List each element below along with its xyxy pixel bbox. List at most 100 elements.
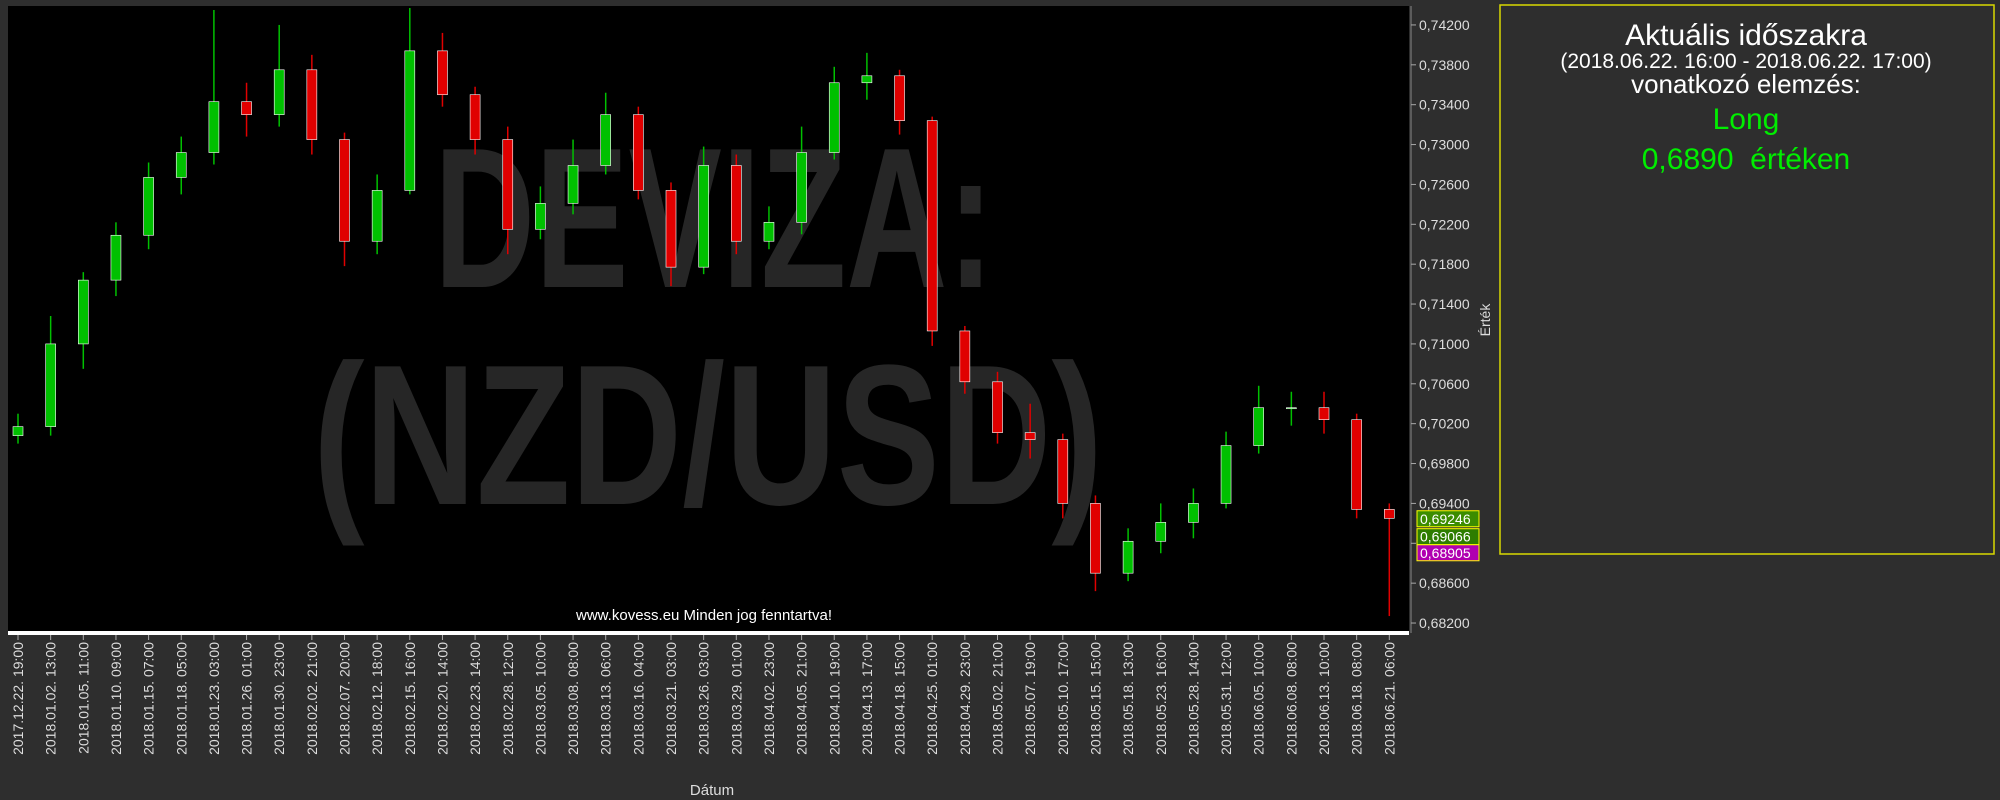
candle-body	[1122, 540, 1134, 574]
x-tick-label: 2018.06.05. 10:00	[1251, 642, 1267, 755]
x-tick-label: 2018.03.29. 01:00	[728, 642, 744, 755]
candle-body	[175, 152, 187, 178]
x-tick-label: 2018.06.13. 10:00	[1316, 642, 1332, 755]
x-tick-label: 2017.12.22. 19:00	[10, 642, 26, 755]
candle-body	[502, 139, 514, 230]
candle-body	[600, 114, 612, 166]
y-tick-label: 0,72600	[1419, 176, 1470, 192]
x-tick-label: 2018.05.10. 17:00	[1055, 642, 1071, 755]
x-tick-label: 2018.03.13. 06:00	[598, 642, 614, 755]
price-tag	[1416, 544, 1480, 562]
candle-body	[1351, 419, 1362, 510]
y-tick-label: 0,73800	[1419, 57, 1470, 73]
x-tick-label: 2018.06.08. 08:00	[1283, 642, 1299, 755]
y-tick-label: 0,73000	[1419, 137, 1470, 153]
x-tick-label: 2018.04.29. 23:00	[957, 642, 973, 755]
candle-body	[208, 101, 220, 153]
candle-body	[535, 203, 546, 230]
x-tick-label: 2018.01.02. 13:00	[43, 642, 59, 755]
candle-body	[567, 165, 579, 204]
candle-body	[1090, 503, 1101, 574]
analysis-panel	[1499, 4, 1995, 555]
x-tick-label: 2018.04.18. 15:00	[892, 642, 908, 755]
y-tick-label: 0,71400	[1419, 296, 1470, 312]
x-tick-label: 2018.04.13. 17:00	[859, 642, 875, 755]
y-tick-label: 0,70200	[1419, 416, 1470, 432]
candle-body	[45, 343, 56, 427]
y-tick-label: 0,73400	[1419, 97, 1470, 113]
candle-body	[1155, 522, 1167, 542]
candle-body	[894, 75, 905, 121]
candle-body	[1220, 445, 1232, 504]
candle-body	[12, 426, 24, 436]
x-tick-label: 2018.02.07. 20:00	[337, 642, 353, 755]
x-tick-label: 2018.03.21. 03:00	[663, 642, 679, 755]
price-tag-label: 0,69066	[1420, 529, 1471, 545]
candle-body	[730, 165, 742, 242]
y-tick-label: 0,68600	[1419, 575, 1470, 591]
candle-body	[1286, 407, 1297, 410]
candle-body	[78, 279, 89, 345]
y-tick-label: 0,69800	[1419, 456, 1470, 472]
price-tag	[1416, 510, 1480, 528]
x-tick-label: 2018.02.15. 16:00	[402, 642, 418, 755]
x-tick-label: 2018.05.31. 12:00	[1218, 642, 1234, 755]
x-tick-label: 2018.02.02. 21:00	[304, 642, 320, 755]
candle-body	[828, 82, 840, 153]
candle-body	[1253, 407, 1264, 446]
y-tick-label: 0,68200	[1419, 615, 1470, 631]
candle-body	[306, 69, 318, 140]
panel-subtitle: vonatkozó elemzés:	[1631, 69, 1861, 99]
candle-body	[339, 139, 350, 242]
x-tick-label: 2018.03.16. 04:00	[630, 642, 646, 755]
candle-body	[1024, 432, 1036, 440]
footer: www.kovess.eu Minden jog fenntartva!	[575, 607, 832, 624]
x-tick-label: 2018.05.15. 15:00	[1087, 642, 1103, 755]
panel-level: 0,6890 értéken	[1642, 143, 1851, 176]
candle-body	[469, 94, 481, 140]
x-tick-label: 2018.03.05. 10:00	[532, 642, 548, 755]
panel-period: (2018.06.22. 16:00 - 2018.06.22. 17:00)	[1560, 50, 1931, 73]
x-tick-label: 2018.02.28. 12:00	[500, 642, 516, 755]
candle-body	[1384, 509, 1395, 519]
y-tick-label: 0,72200	[1419, 216, 1470, 232]
candle-body	[796, 152, 807, 223]
x-tick-label: 2018.04.25. 01:00	[924, 642, 940, 755]
x-tick-label: 2018.02.20. 14:00	[434, 642, 450, 755]
price-tag-label: 0,68905	[1420, 545, 1471, 561]
x-tick-label: 2018.03.26. 03:00	[696, 642, 712, 755]
x-tick-label: 2018.02.23. 14:00	[467, 642, 483, 755]
panel-signal: Long	[1713, 103, 1780, 136]
y-tick-label: 0,71000	[1419, 336, 1470, 352]
x-tick-label: 2018.02.12. 18:00	[369, 642, 385, 755]
x-tick-label: 2018.04.02. 23:00	[761, 642, 777, 755]
candle-body	[861, 75, 873, 84]
y-tick-label: 0,74200	[1419, 17, 1470, 33]
x-tick-label: 2018.01.05. 11:00	[75, 642, 91, 754]
candle-body	[371, 190, 383, 242]
x-tick-label: 2018.01.23. 03:00	[206, 642, 222, 755]
x-tick-label: 2018.05.28. 14:00	[1185, 642, 1201, 755]
x-tick-label: 2018.01.30. 23:00	[271, 642, 287, 755]
candle-body	[1318, 407, 1330, 420]
x-tick-label: 2018.01.10. 09:00	[108, 642, 124, 755]
x-tick-label: 2018.03.08. 08:00	[565, 642, 581, 755]
y-tick-label: 0,69400	[1419, 495, 1470, 511]
x-tick-label: 2018.01.15. 07:00	[141, 642, 157, 755]
x-tick-label: 2018.05.18. 13:00	[1120, 642, 1136, 755]
x-tick-label: 2018.06.18. 08:00	[1349, 642, 1365, 755]
candle-body	[633, 114, 644, 191]
x-tick-label: 2018.05.02. 21:00	[990, 642, 1006, 755]
y-tick-label: 0,71800	[1419, 256, 1470, 272]
x-tick-label: 2018.01.26. 01:00	[239, 642, 255, 755]
candle-body	[926, 120, 938, 332]
candle-body	[110, 234, 122, 281]
y-axis-title: Érték	[1477, 303, 1493, 337]
candle-body	[698, 165, 709, 268]
watermark: (NZD/USD)	[313, 324, 1103, 547]
candle-body	[437, 50, 448, 96]
candle-body	[959, 330, 971, 383]
candle-body	[143, 177, 154, 236]
watermark: DEVIZA:	[434, 107, 994, 330]
